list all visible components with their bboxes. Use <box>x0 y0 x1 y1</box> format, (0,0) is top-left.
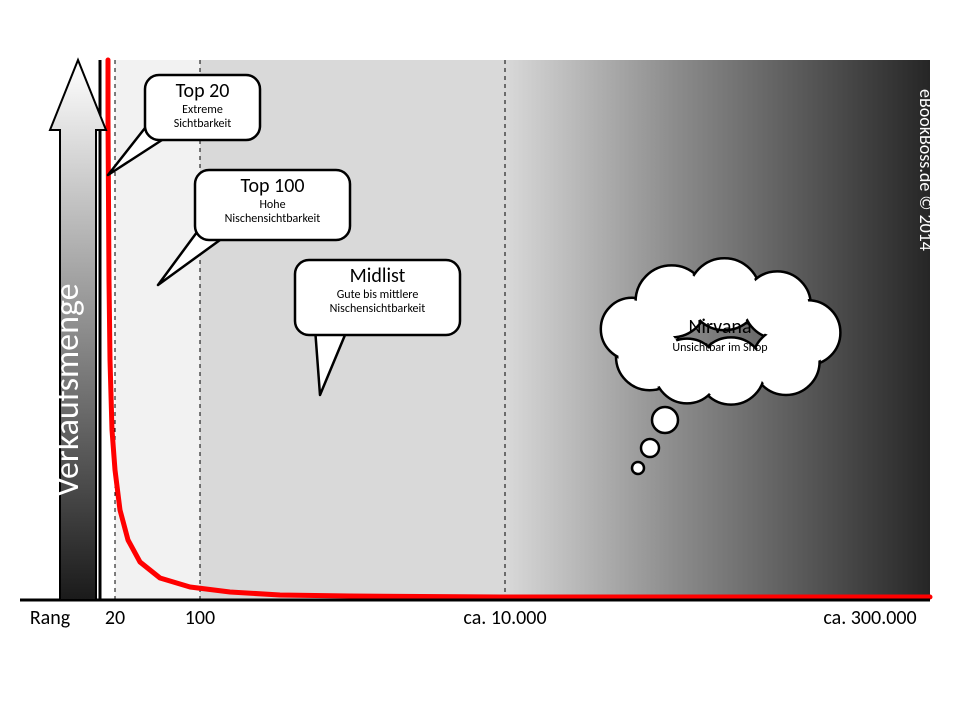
copyright-text: eBookBoss.de © 2014 <box>915 89 937 251</box>
bubble-subtitle: Sichtbarkeit <box>174 117 232 131</box>
bubble-subtitle: Gute bis mittlere <box>337 288 419 302</box>
bubble-subtitle: Nischensichtbarkeit <box>225 212 321 226</box>
x-axis-label: Rang <box>30 606 71 630</box>
x-tick-label: 20 <box>105 606 125 630</box>
bubble-subtitle: Extreme <box>182 103 223 117</box>
x-tick-label: ca. 300.000 <box>823 606 916 630</box>
x-tick-label: ca. 10.000 <box>463 606 546 630</box>
bubble-title: Top 20 <box>176 79 230 103</box>
cloud-title: Nirvana <box>688 315 751 339</box>
cloud-subtitle: Unsichtbar im Shop <box>672 341 767 355</box>
y-axis-label: Verkaufsmenge <box>47 283 88 496</box>
x-tick-label: 100 <box>185 606 215 630</box>
bubble-title: Top 100 <box>241 174 305 198</box>
bubble-title: Midlist <box>350 264 406 288</box>
bubble-subtitle: Nischensichtbarkeit <box>330 302 426 316</box>
bubble-subtitle: Hohe <box>259 198 285 212</box>
sales-rank-chart: 20 100 ca. 10.000 ca. 300.000 Rang Verkaufsme… <box>0 0 960 720</box>
